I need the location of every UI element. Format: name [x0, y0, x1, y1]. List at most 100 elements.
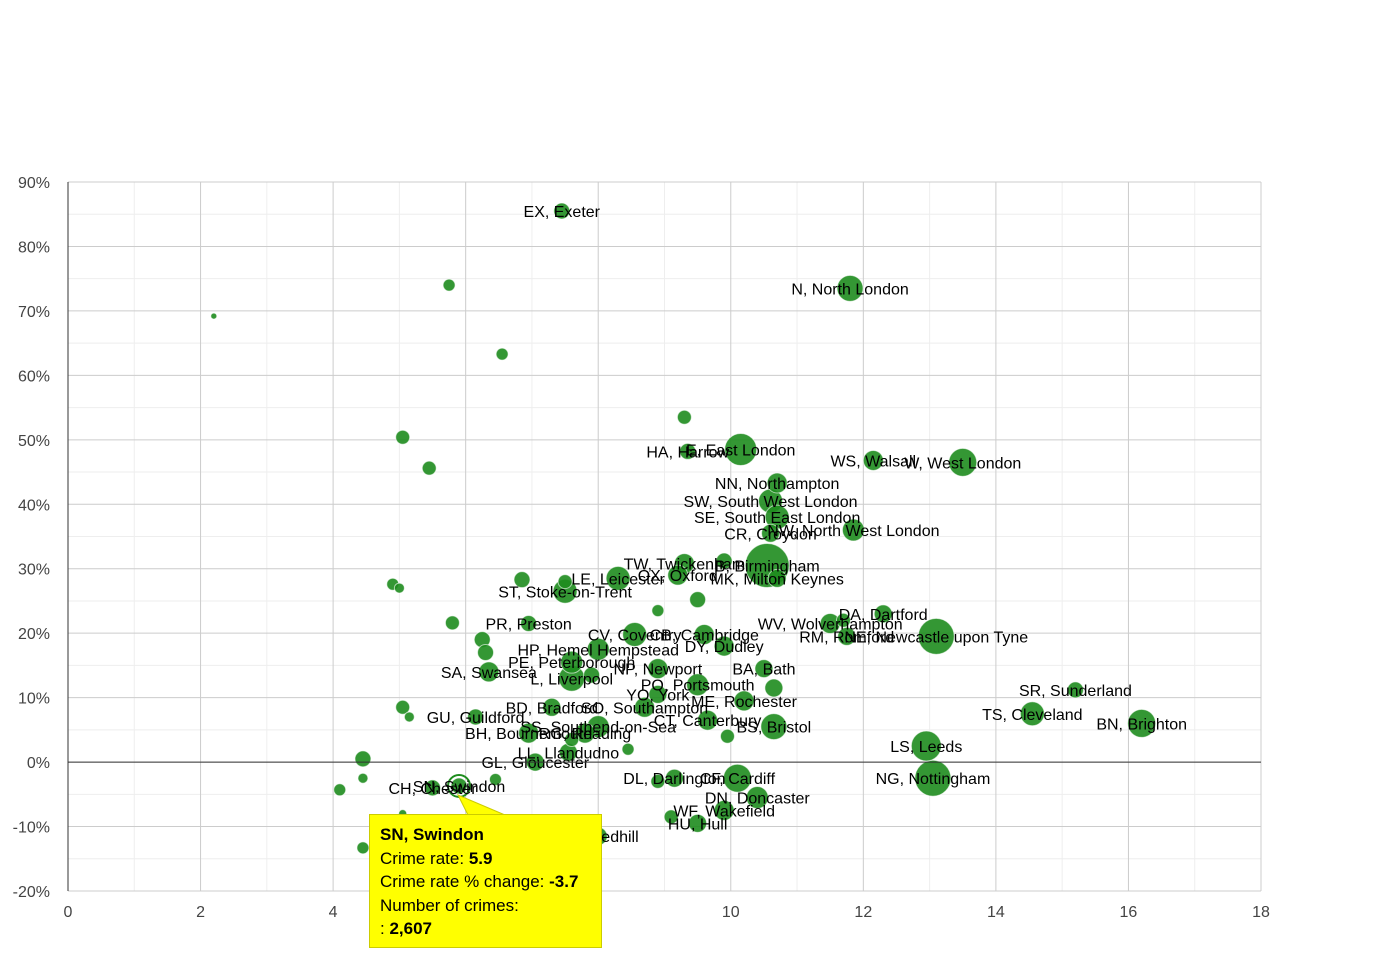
y-tick-label: 40%	[18, 497, 50, 514]
bubble-point[interactable]	[621, 742, 635, 756]
x-tick-label: 4	[329, 904, 338, 921]
bubble-point[interactable]: W, West London	[948, 447, 978, 477]
tooltip-crime-rate-value: 5.9	[468, 848, 493, 868]
bubble-point[interactable]: BN, Brighton	[1127, 708, 1157, 738]
x-tick-label: 18	[1252, 904, 1270, 921]
bubble-point[interactable]	[395, 699, 411, 715]
bubble-point[interactable]: DN, Doncaster	[745, 786, 769, 810]
bubble-point[interactable]: NN, Northampton	[766, 472, 788, 494]
bubble-point[interactable]: SA, Swansea	[478, 661, 500, 683]
bubble-point[interactable]: NG, Nottingham	[914, 759, 952, 797]
bubble-point[interactable]	[689, 591, 707, 609]
bubble-label: HP, Hemel Hempstead	[517, 642, 679, 659]
bubble-point[interactable]	[663, 809, 679, 825]
bubble-point[interactable]	[393, 582, 405, 594]
bubble-point[interactable]	[357, 772, 369, 784]
bubble-point[interactable]: LE, Leicester	[605, 565, 631, 591]
bubble-label: DY, Dudley	[685, 639, 764, 656]
bubble-point[interactable]	[835, 612, 851, 628]
bubble-point[interactable]: E, East London	[724, 432, 758, 466]
bubble-point[interactable]	[395, 429, 411, 445]
y-tick-label: 80%	[18, 239, 50, 256]
bubble-point[interactable]	[583, 666, 601, 684]
bubble-point[interactable]: LS, Leeds	[910, 730, 942, 762]
tooltip-change-value: -3.7	[549, 872, 579, 891]
bubble-point[interactable]	[650, 773, 666, 789]
bubble-point[interactable]: WF, Wakefield	[713, 799, 735, 821]
bubble-point[interactable]: NW, North West London	[841, 518, 865, 542]
bubble-point[interactable]: N, North London	[836, 274, 864, 302]
y-tick-label: 20%	[18, 626, 50, 643]
bubble-point[interactable]: YO, York	[648, 684, 668, 704]
bubble-point[interactable]	[477, 644, 495, 662]
bubble-point[interactable]	[715, 552, 733, 570]
bubble-point[interactable]	[488, 772, 502, 786]
bubble-label: E, East London	[686, 442, 795, 459]
bubble-point[interactable]: PE, Peterborough	[560, 650, 584, 674]
bubble-point[interactable]: HP, Hemel Hempstead	[586, 637, 610, 661]
bubble-point[interactable]	[564, 732, 580, 748]
x-tick-label: 0	[64, 904, 73, 921]
bubble-point[interactable]: WS, Walsall	[862, 449, 884, 471]
bubble-point[interactable]: BH, Bournemouth	[518, 722, 540, 744]
bubble-point[interactable]	[442, 278, 456, 292]
bubble-point[interactable]: PR, Preston	[520, 615, 538, 633]
bubble-point[interactable]	[557, 574, 573, 590]
bubble-point[interactable]	[333, 783, 347, 797]
bubble-point[interactable]: CT, Canterbury	[697, 709, 719, 731]
bubble-point[interactable]	[651, 604, 665, 618]
bubble-point[interactable]: CR, Croydon	[761, 523, 781, 543]
bubble-point[interactable]: OX, Oxford	[667, 564, 689, 586]
x-tick-label: 12	[854, 904, 872, 921]
bubble-point[interactable]: NP, Newport	[647, 658, 669, 680]
bubble-point[interactable]	[719, 728, 735, 744]
bubble-point[interactable]: GU, Guildford	[467, 708, 485, 726]
bubble-point[interactable]: BA, Bath	[754, 659, 774, 679]
bubble-point[interactable]	[403, 711, 415, 723]
bubble-label: DA, Dartford	[839, 607, 928, 624]
bubble-point[interactable]: CH, Chester	[424, 779, 442, 797]
bubble-point[interactable]	[356, 841, 370, 855]
bubble-label: SW, South West London	[684, 494, 858, 511]
bubble-point[interactable]: PO, Portsmouth	[686, 673, 710, 697]
bubble-point[interactable]	[444, 615, 460, 631]
bubble-point[interactable]: DL, Darlington	[664, 768, 684, 788]
bubble-point[interactable]	[676, 409, 692, 425]
bubble-label: HA, Harrow	[646, 444, 729, 461]
bubble-point[interactable]	[354, 750, 372, 768]
bubble-point[interactable]	[513, 571, 531, 589]
bubble-label: ST, Stoke-on-Trent	[498, 584, 632, 601]
bubble-point[interactable]: CB, Cambridge	[693, 623, 715, 645]
bubble-point[interactable]: RM, Romford	[837, 626, 857, 646]
bubble-point[interactable]: NE, Newcastle upon Tyne	[917, 617, 955, 655]
bubble-point[interactable]: MK, Milton Keynes	[767, 568, 787, 588]
bubble-point[interactable]: SO, Southampton	[634, 696, 656, 718]
bubble-point[interactable]: HU, Hull	[688, 813, 708, 833]
bubble-point[interactable]: EX, Exeter	[553, 202, 571, 220]
bubble-point[interactable]	[495, 347, 509, 361]
y-tick-label: 30%	[18, 562, 50, 579]
bubble-label: PO, Portsmouth	[641, 678, 755, 695]
bubble-label: CV, Coventry	[588, 627, 682, 644]
bubble-point[interactable]: DA, Dartford	[873, 604, 893, 624]
bubble-label: N, North London	[791, 281, 908, 298]
bubble-point[interactable]	[210, 312, 218, 320]
bubble-label: NP, Newport	[614, 662, 703, 679]
tooltip-crimes-label: Number of crimes:	[380, 895, 519, 915]
bubble-point[interactable]: DY, Dudley	[713, 635, 735, 657]
bubble-label: L, Liverpool	[530, 671, 613, 688]
bubble-point[interactable]	[421, 460, 437, 476]
bubble-point[interactable]: SN, Swindon	[450, 777, 468, 795]
bubble-point[interactable]: HA, Harrow	[679, 442, 697, 460]
bubble-point[interactable]: CV, Coventry	[622, 621, 648, 647]
bubble-label: NE, Newcastle upon Tyne	[844, 629, 1028, 646]
bubble-point[interactable]: TS, Cleveland	[1019, 701, 1045, 727]
bubble-point[interactable]: BD, Bradford	[542, 697, 562, 717]
bubble-point[interactable]: CF, Cardiff	[722, 763, 752, 793]
bubble-point[interactable]	[764, 678, 784, 698]
tooltip-crimes-prefix: :	[380, 919, 385, 938]
bubble-label: SS, Southend-on-Sea	[520, 720, 676, 737]
bubble-point[interactable]: SR, Sunderland	[1066, 681, 1084, 699]
bubble-point[interactable]: ME, Rochester	[733, 690, 755, 712]
bubble-point[interactable]: BS, Bristol	[760, 713, 788, 741]
